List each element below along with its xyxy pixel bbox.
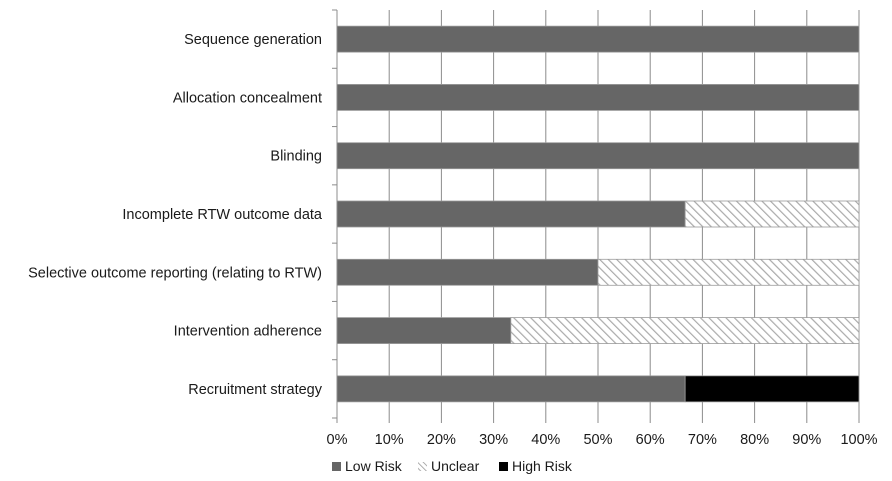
category-label: Sequence generation xyxy=(184,32,322,48)
y-axis xyxy=(332,9,338,419)
x-tick-label: 0% xyxy=(327,432,348,448)
x-tick-label: 90% xyxy=(792,432,821,448)
x-tick-label: 30% xyxy=(479,432,508,448)
bar-segment-unclear xyxy=(684,200,860,228)
x-tick-labels: 0% 10% 20% 30% 40% 50% 60% 70% 80% 90% 100% xyxy=(327,432,878,448)
x-tick-label: 80% xyxy=(740,432,769,448)
bar-segment-low-risk xyxy=(336,25,860,53)
category-label: Incomplete RTW outcome data xyxy=(122,207,323,223)
legend-swatch xyxy=(499,462,508,471)
legend-swatch xyxy=(418,462,427,471)
bar-segment-low-risk xyxy=(336,142,860,170)
bar-segment-low-risk xyxy=(336,258,599,286)
bar-segment-low-risk xyxy=(336,375,686,403)
x-tick-label: 100% xyxy=(840,432,877,448)
x-tick-label: 40% xyxy=(531,432,560,448)
x-tick-label: 60% xyxy=(636,432,665,448)
category-labels: Sequence generation Allocation concealmen… xyxy=(28,32,323,398)
category-label: Blinding xyxy=(270,149,322,165)
bars xyxy=(336,25,860,403)
x-tick-label: 10% xyxy=(375,432,404,448)
legend-swatch xyxy=(332,462,341,471)
x-tick-label: 70% xyxy=(688,432,717,448)
x-tick-label: 20% xyxy=(427,432,456,448)
bar-segment-high-risk xyxy=(684,375,860,403)
x-tick-label: 50% xyxy=(583,432,612,448)
legend: Low Risk Unclear High Risk xyxy=(332,458,573,474)
bar-segment-low-risk xyxy=(336,84,860,111)
category-label: Allocation concealment xyxy=(173,90,322,106)
legend-label: Unclear xyxy=(431,458,480,474)
category-label: Intervention adherence xyxy=(174,324,322,340)
legend-label: Low Risk xyxy=(345,458,403,474)
category-label: Selective outcome reporting (relating to… xyxy=(28,265,322,281)
bar-segment-low-risk xyxy=(336,317,512,344)
legend-label: High Risk xyxy=(512,458,573,474)
category-label: Recruitment strategy xyxy=(188,382,323,398)
bar-segment-unclear xyxy=(510,317,860,344)
bar-segment-unclear xyxy=(597,258,860,286)
bar-segment-low-risk xyxy=(336,200,686,228)
